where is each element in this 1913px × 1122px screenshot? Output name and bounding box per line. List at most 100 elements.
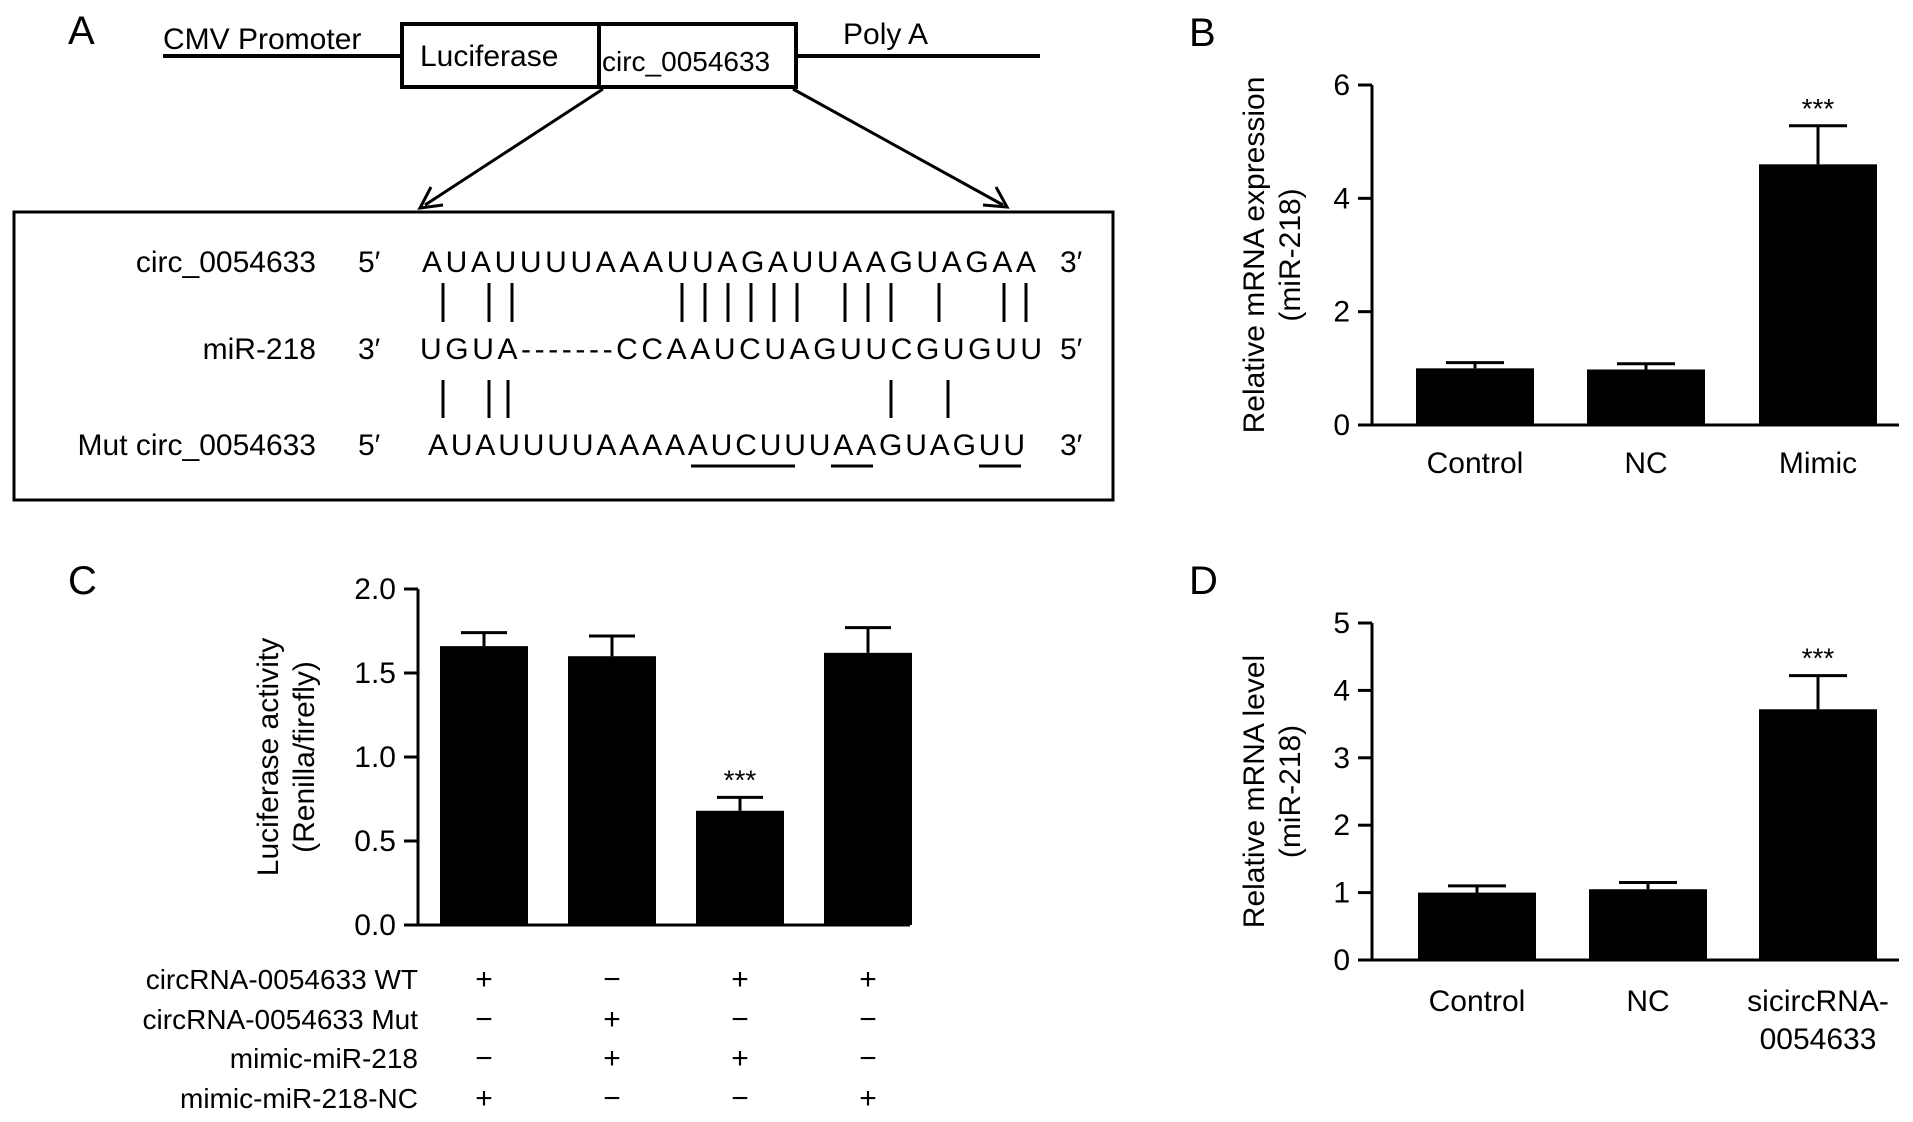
insert-label: circ_0054633 [602, 46, 770, 77]
y-tick-label: 2 [1333, 296, 1350, 329]
bar [1759, 164, 1877, 426]
condition-sign: + [731, 1042, 749, 1075]
seq-mir: UGUA-------CCAAUCUAGUUCGUGUU [420, 333, 1042, 366]
y-axis-title-line: (miR-218) [1274, 188, 1307, 321]
x-tick-label: 0054633 [1760, 1023, 1877, 1056]
y-tick-label: 1.0 [354, 741, 396, 774]
condition-table: circRNA-0054633 WT + − + + circRNA-0054633 Mu… [143, 963, 877, 1115]
y-axis-title-line: Relative mRNA expression [1238, 77, 1271, 434]
panel-letter-c: C [68, 559, 97, 603]
seq-end5-wt: 5′ [358, 246, 381, 279]
bar [1587, 369, 1705, 425]
luciferase-label: Luciferase [420, 40, 558, 73]
condition-sign: − [731, 1003, 749, 1036]
seq-end5-mut: 5′ [358, 429, 381, 462]
y-axis-title-line: (miR-218) [1274, 725, 1307, 858]
bar [1759, 709, 1877, 960]
condition-sign: + [475, 963, 493, 996]
condition-label: mimic-miR-218-NC [180, 1083, 418, 1114]
condition-sign: + [859, 1082, 877, 1115]
insert-box [597, 22, 798, 89]
condition-sign: − [603, 1082, 621, 1115]
y-tick-label: 3 [1333, 742, 1350, 775]
condition-sign: + [859, 963, 877, 996]
seq-end3-wt: 3′ [1060, 246, 1083, 279]
condition-sign: − [859, 1003, 877, 1036]
panel-letter-d: D [1189, 559, 1218, 603]
alignment-frame [12, 210, 1115, 502]
y-tick-label: 5 [1333, 607, 1350, 640]
zoom-arrow-right [792, 87, 1004, 207]
y-tick-label: 2.0 [354, 573, 396, 606]
y-axis-title-line: Luciferase activity [252, 638, 285, 876]
x-tick-label: NC [1626, 985, 1669, 1018]
bar [1589, 889, 1707, 960]
pairing-lines-wt [441, 283, 1028, 322]
y-tick-label: 0.5 [354, 825, 396, 858]
zoom-arrowhead-left [417, 186, 444, 210]
x-tick-label: sicircRNA- [1747, 985, 1889, 1018]
condition-label: circRNA-0054633 WT [146, 964, 418, 995]
y-tick-label: 0 [1333, 944, 1350, 977]
pairing-lines-mut [441, 380, 950, 418]
y-tick-label: 0.0 [354, 909, 396, 942]
panel-a: A CMV Promoter Luciferase circ_0054633 P… [12, 9, 1115, 502]
condition-sign: + [731, 963, 749, 996]
y-tick-label: 6 [1333, 69, 1350, 102]
seq-end3-mut: 3′ [1060, 429, 1083, 462]
x-tick-label: NC [1624, 447, 1667, 480]
y-tick-label: 1 [1333, 877, 1350, 910]
y-axis-title: Luciferase activity (Renilla/firefly) [252, 638, 321, 876]
zoom-arrow-left [424, 87, 604, 207]
seq-end3-mir: 5′ [1060, 333, 1083, 366]
zoom-arrowhead-right [982, 186, 1010, 209]
x-tick-label: Control [1427, 447, 1524, 480]
panel-b: B 0 2 4 6 Relative mRNA expression (miR-218) C… [1189, 11, 1899, 480]
seq-wt: AUAUUUUAAAUUAGAUUAAGUAGAA [422, 246, 1036, 279]
bar [1418, 892, 1536, 960]
y-tick-label: 1.5 [354, 657, 396, 690]
chart-b: 0 2 4 6 Relative mRNA expression (miR-218) Con… [1238, 69, 1899, 480]
significance-marker: *** [1802, 93, 1835, 124]
significance-marker: *** [724, 764, 757, 795]
condition-label: circRNA-0054633 Mut [143, 1004, 419, 1035]
y-tick-label: 4 [1333, 182, 1350, 215]
condition-sign: − [731, 1082, 749, 1115]
bar [1416, 368, 1534, 425]
panel-letter-b: B [1189, 11, 1216, 55]
y-axis-title: Relative mRNA expression (miR-218) [1238, 77, 1307, 434]
significance-marker: *** [1802, 643, 1835, 674]
y-tick-label: 0 [1333, 409, 1350, 442]
y-axis-title: Relative mRNA level (miR-218) [1238, 655, 1307, 928]
condition-sign: + [475, 1082, 493, 1115]
y-tick-label: 2 [1333, 809, 1350, 842]
bar [568, 656, 656, 925]
bar [824, 652, 912, 925]
promoter-label: CMV Promoter [163, 23, 361, 56]
seq-end5-mir: 3′ [358, 333, 381, 366]
plasmid-construct: CMV Promoter Luciferase circ_0054633 Pol… [163, 18, 1040, 210]
seq-name-mut: Mut circ_0054633 [78, 429, 316, 462]
panel-d: D 0 1 2 3 4 5 Relative mRNA level (miR-218) Cont… [1189, 559, 1899, 1056]
chart-c: 0.0 0.5 1.0 1.5 2.0 Luciferase activity (Renil… [252, 573, 912, 942]
seq-name-mir: miR-218 [203, 333, 316, 366]
y-axis-title-line: (Renilla/firefly) [288, 661, 321, 853]
x-tick-label: Mimic [1779, 447, 1857, 480]
bar [696, 810, 784, 925]
bar [440, 646, 528, 925]
condition-sign: − [603, 963, 621, 996]
condition-sign: + [603, 1042, 621, 1075]
y-tick-label: 4 [1333, 674, 1350, 707]
seq-name-wt: circ_0054633 [136, 246, 316, 279]
panel-letter-a: A [68, 9, 95, 53]
alignment-box: circ_0054633 5′ AUAUUUUAAAUUAGAUUAAGUAGA… [12, 210, 1115, 502]
condition-sign: − [859, 1042, 877, 1075]
chart-d: 0 1 2 3 4 5 Relative mRNA level (miR-218) Contro… [1238, 607, 1899, 1056]
panel-c: C 0.0 0.5 1.0 1.5 2.0 Luciferase activity (Ren… [68, 559, 912, 1115]
condition-sign: − [475, 1003, 493, 1036]
seq-mut: AUAUUUUAAAAAUCUUUAAGUAGUU [428, 429, 1025, 462]
y-axis-title-line: Relative mRNA level [1238, 655, 1271, 928]
polya-label: Poly A [843, 18, 928, 51]
condition-sign: − [475, 1042, 493, 1075]
